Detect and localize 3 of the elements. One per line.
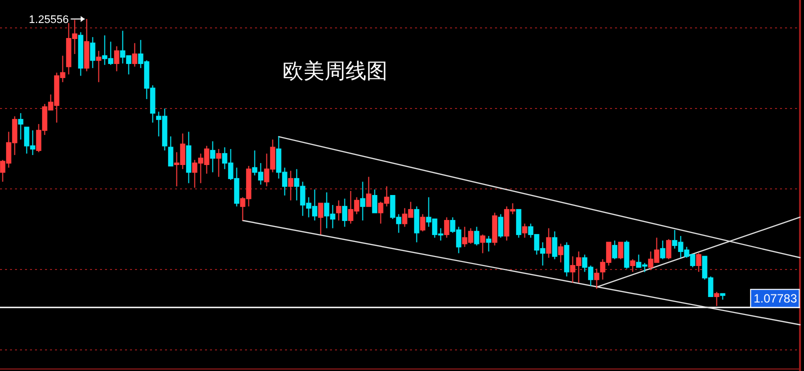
text: 欧美周线图 [282, 60, 388, 83]
text: 1.07783 [754, 291, 798, 306]
annotation: 1.25556 [28, 14, 69, 26]
